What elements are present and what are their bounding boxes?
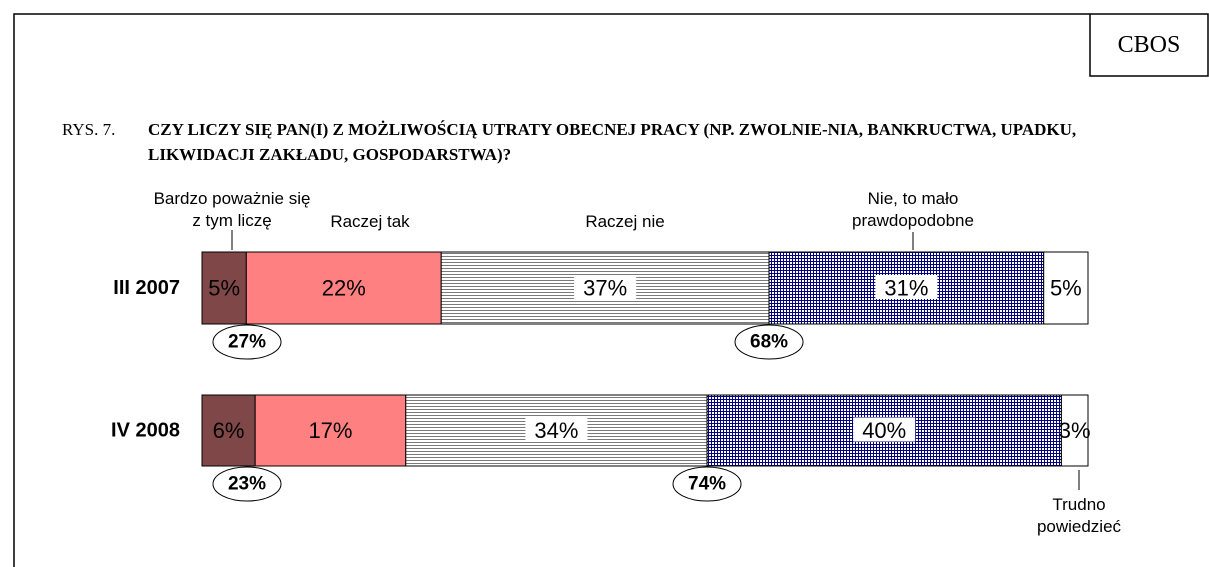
- legend-label: Raczej nie: [585, 212, 665, 231]
- total-oval: [212, 324, 282, 360]
- bar-segment: [201, 394, 256, 467]
- label-bg: [525, 417, 588, 442]
- value-label: 3%: [1059, 418, 1091, 443]
- value-label: 5%: [1050, 276, 1082, 301]
- bar-segment: [1043, 251, 1089, 325]
- total-label: 74%: [688, 474, 726, 495]
- category-label: IV 2008: [111, 420, 180, 442]
- frame: [13, 13, 1209, 567]
- value-label: 31%: [884, 276, 928, 301]
- value-label: 17%: [308, 418, 352, 443]
- label-bg: [574, 275, 637, 299]
- total-oval: [672, 466, 742, 502]
- legend-label: Nie, to mało prawdopodobne: [852, 189, 974, 230]
- figure-label: RYS. 7.: [62, 120, 116, 139]
- bar-segment: [254, 394, 407, 467]
- value-label: 5%: [208, 276, 240, 301]
- value-label: 40%: [862, 418, 906, 443]
- legend-label: Raczej tak: [330, 212, 410, 231]
- bar-segment: [1060, 394, 1089, 467]
- label-bg: [875, 275, 938, 299]
- total-label: 68%: [750, 332, 788, 353]
- total-label: 27%: [228, 332, 266, 353]
- chart-title: CZY LICZY SIĘ PAN(I) Z MOŻLIWOŚCIĄ UTRAT…: [148, 120, 1077, 164]
- value-label: 6%: [213, 418, 245, 443]
- label-bg: [853, 417, 916, 442]
- category-label: III 2007: [113, 277, 180, 299]
- legend-label: Bardzo poważnie się z tym liczę: [153, 189, 311, 230]
- value-label: 22%: [322, 276, 366, 301]
- bar-segment: [245, 251, 442, 325]
- value-label: 37%: [583, 276, 627, 301]
- total-oval: [212, 466, 282, 502]
- total-label: 23%: [228, 474, 266, 495]
- total-oval: [734, 324, 804, 360]
- value-label: 34%: [534, 418, 578, 443]
- legend-label: Trudno powiedzieć: [1036, 495, 1122, 536]
- source: CBOS: [1118, 32, 1181, 58]
